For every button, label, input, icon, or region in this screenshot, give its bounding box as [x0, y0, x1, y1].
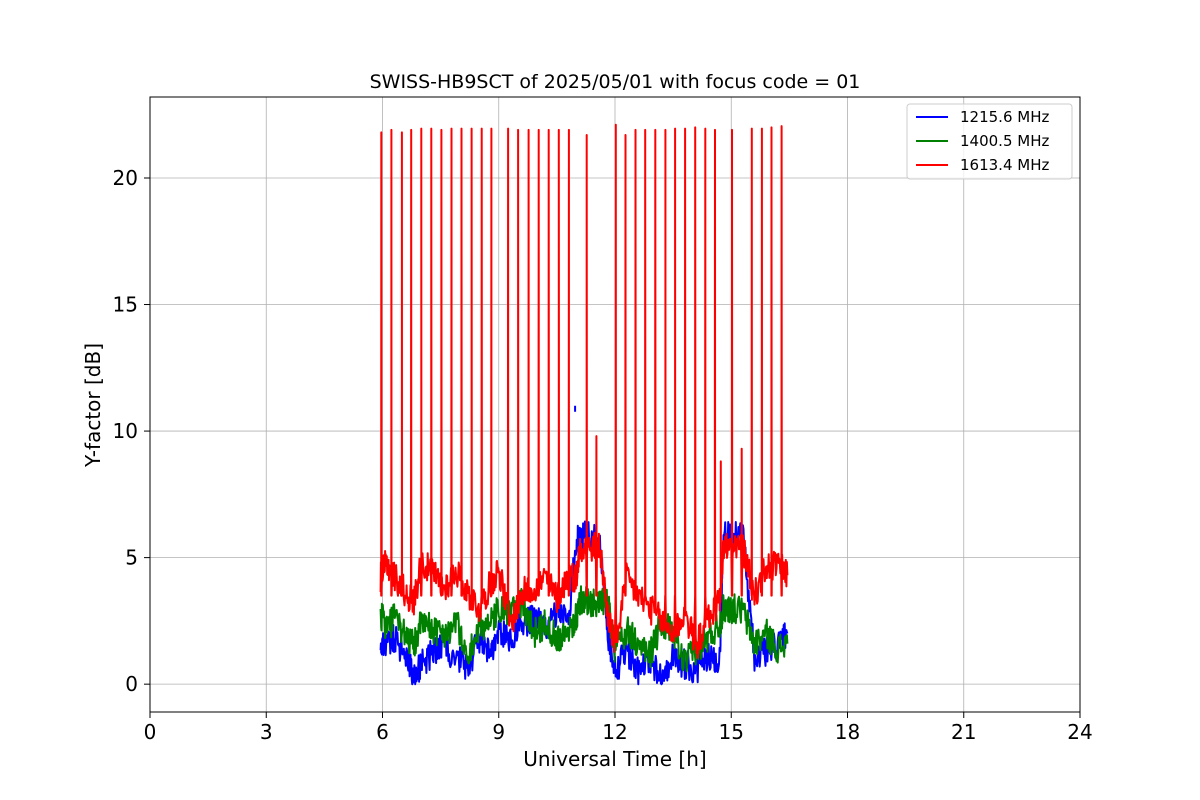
- x-tick-label: 3: [260, 720, 273, 744]
- x-tick-label: 18: [835, 720, 860, 744]
- y-tick-label: 20: [113, 166, 138, 190]
- plot-area: [379, 123, 789, 686]
- y-tick-label: 5: [125, 546, 138, 570]
- legend-label-1613: 1613.4 MHz: [960, 156, 1049, 174]
- x-axis-ticks: 0 3 6 9 12 15 18 21 24: [144, 712, 1093, 744]
- y-axis-ticks: 0 5 10 15 20: [113, 166, 150, 696]
- x-tick-label: 21: [951, 720, 976, 744]
- y-axis-label: Y-factor [dB]: [81, 343, 105, 468]
- x-tick-label: 12: [602, 720, 627, 744]
- legend: 1215.6 MHz 1400.5 MHz 1613.4 MHz: [906, 103, 1073, 180]
- x-tick-label: 6: [376, 720, 389, 744]
- legend-label-1400: 1400.5 MHz: [960, 132, 1049, 150]
- y-tick-label: 0: [125, 672, 138, 696]
- legend-label-1215: 1215.6 MHz: [960, 108, 1049, 126]
- x-tick-label: 9: [492, 720, 505, 744]
- series-line-14005: [379, 585, 789, 673]
- series-line-16134: [379, 123, 789, 659]
- chart-title: SWISS-HB9SCT of 2025/05/01 with focus co…: [370, 71, 861, 93]
- x-tick-label: 24: [1067, 720, 1092, 744]
- y-tick-label: 10: [113, 419, 138, 443]
- legend-box: [906, 103, 1073, 180]
- y-tick-label: 15: [113, 293, 138, 317]
- x-tick-label: 0: [144, 720, 157, 744]
- x-axis-label: Universal Time [h]: [523, 747, 706, 771]
- x-tick-label: 15: [719, 720, 744, 744]
